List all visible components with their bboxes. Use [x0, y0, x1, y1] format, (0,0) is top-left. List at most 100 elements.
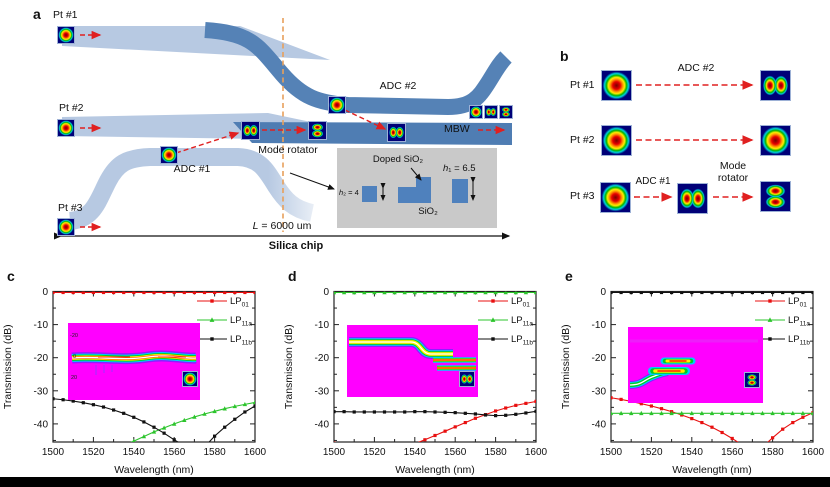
- panel-b-letter: b: [560, 48, 569, 64]
- svg-text:-30: -30: [592, 386, 607, 397]
- inset-e-mode-icon: [744, 372, 760, 388]
- svg-text:1580: 1580: [484, 447, 507, 458]
- svg-text:-20: -20: [315, 353, 330, 364]
- chart-c: 0 -10 -20 -30 -40 1500 1520 1540 1560 1580 1600 Wav…: [2, 287, 267, 476]
- svg-text:0: 0: [323, 287, 329, 298]
- svg-text:1580: 1580: [761, 447, 784, 458]
- svg-text:-10: -10: [34, 320, 49, 331]
- mbw-label: MBW: [444, 123, 470, 135]
- chart-c-inset-field: -20 0 20: [68, 323, 200, 400]
- svg-text:Transmission (dB): Transmission (dB): [283, 324, 295, 409]
- svg-text:1520: 1520: [363, 447, 386, 458]
- bottom-border-bar: [0, 477, 830, 487]
- mode-icon-pt2-in: [57, 119, 75, 137]
- panel-b-rotator-label: Mode rotator: [717, 160, 749, 185]
- svg-text:0: 0: [42, 287, 48, 298]
- chart-d: 0 -10 -20 -30 -40 1500 1520 1540 1560 1580 1600 Wav…: [283, 287, 548, 476]
- svg-text:1560: 1560: [444, 447, 467, 458]
- svg-text:1520: 1520: [82, 447, 105, 458]
- waveguide-mbw: [233, 122, 512, 145]
- chip-length-label: L = 6000 um: [252, 220, 312, 232]
- svg-text:-10: -10: [315, 320, 330, 331]
- svg-text:1540: 1540: [681, 447, 704, 458]
- panel-b-port-3: Pt #3: [570, 190, 595, 202]
- svg-text:-20: -20: [34, 353, 49, 364]
- svg-text:Wavelength (nm): Wavelength (nm): [395, 464, 475, 476]
- mode-b2-input: [601, 125, 632, 156]
- pt2-label: Pt #2: [59, 102, 84, 114]
- waveguide-adc2: [204, 22, 512, 116]
- adc1-label: ADC #1: [173, 163, 211, 175]
- svg-text:1560: 1560: [721, 447, 744, 458]
- mode-icon-pt1-in: [57, 26, 75, 44]
- mode-icon-after-adc2: [387, 123, 406, 142]
- svg-text:1600: 1600: [244, 447, 267, 458]
- inset-c-tick-20: 20: [71, 375, 78, 381]
- mode-icon-after-adc1: [241, 121, 260, 140]
- panel-b-port-1: Pt #1: [570, 79, 595, 91]
- panel-b-port-2: Pt #2: [570, 134, 595, 146]
- core-step-rect: [398, 177, 431, 203]
- svg-text:LP11b: LP11b: [230, 334, 252, 347]
- chart-d-inset-field: [347, 325, 478, 397]
- inset-c-tick-m20: -20: [70, 333, 78, 339]
- svg-text:-20: -20: [592, 353, 607, 364]
- pt1-label: Pt #1: [53, 9, 78, 21]
- svg-text:Transmission (dB): Transmission (dB): [560, 324, 572, 409]
- h2-label: h₂ = 4: [339, 188, 359, 197]
- panel-a-letter: a: [33, 6, 41, 22]
- red-arrows-a: [80, 30, 506, 232]
- sio2-label: SiO₂: [418, 206, 438, 217]
- mode-b2-output: [760, 125, 791, 156]
- mode-icon-mbw-lp01: [469, 105, 483, 119]
- doped-sio2-label: Doped SiO₂: [372, 154, 424, 165]
- panel-b-adc1-label: ADC #1: [635, 176, 671, 187]
- svg-text:LP11a: LP11a: [788, 315, 810, 328]
- svg-text:1540: 1540: [404, 447, 427, 458]
- chart-e-inset-field: [628, 327, 763, 403]
- panel-e-letter: e: [565, 268, 573, 284]
- chip-label: Silica chip: [268, 240, 324, 252]
- svg-text:Wavelength (nm): Wavelength (nm): [114, 464, 194, 476]
- panel-a-artwork: [53, 18, 754, 240]
- core-h1-rect: [452, 179, 468, 203]
- inset-pointer-arrow: [289, 172, 335, 190]
- doped-pointer-arrow: [410, 167, 422, 181]
- svg-text:LP11b: LP11b: [788, 334, 810, 347]
- mode-b1-input: [601, 70, 632, 101]
- mode-icon-adc2-in: [328, 96, 346, 114]
- pt3-label: Pt #3: [58, 202, 83, 214]
- cross-section-inset: [337, 148, 497, 228]
- mode-rotator-label: Mode rotator: [258, 144, 318, 156]
- svg-text:LP11b: LP11b: [511, 334, 533, 347]
- svg-text:LP11a: LP11a: [230, 315, 252, 328]
- svg-text:-30: -30: [315, 386, 330, 397]
- inset-d-mode-icon: [459, 371, 475, 387]
- mode-icon-mbw-lp11a: [484, 105, 498, 119]
- svg-text:LP01: LP01: [230, 296, 249, 309]
- svg-text:1500: 1500: [600, 447, 623, 458]
- svg-text:1500: 1500: [323, 447, 346, 458]
- panel-c-letter: c: [7, 268, 15, 284]
- mode-b3-output: [760, 181, 791, 212]
- svg-text:LP11a: LP11a: [511, 315, 533, 328]
- svg-text:1520: 1520: [640, 447, 663, 458]
- panel-d-letter: d: [288, 268, 297, 284]
- h1-label: h₁ = 6.5: [443, 163, 476, 174]
- svg-text:1580: 1580: [203, 447, 226, 458]
- mode-b1-output: [760, 70, 791, 101]
- svg-text:-10: -10: [592, 320, 607, 331]
- inset-c-tick-0: 0: [73, 354, 77, 360]
- red-arrows-b: [634, 80, 754, 202]
- svg-text:Transmission (dB): Transmission (dB): [2, 324, 14, 409]
- svg-text:1600: 1600: [525, 447, 548, 458]
- waveguide-pt1: [62, 26, 330, 60]
- svg-text:-30: -30: [34, 386, 49, 397]
- mode-icon-adc1-in: [160, 146, 178, 164]
- mode-b3-input: [600, 182, 631, 213]
- svg-text:-40: -40: [592, 419, 607, 430]
- svg-text:LP01: LP01: [511, 296, 530, 309]
- waveguide-pt3: [68, 148, 315, 230]
- svg-text:1600: 1600: [802, 447, 825, 458]
